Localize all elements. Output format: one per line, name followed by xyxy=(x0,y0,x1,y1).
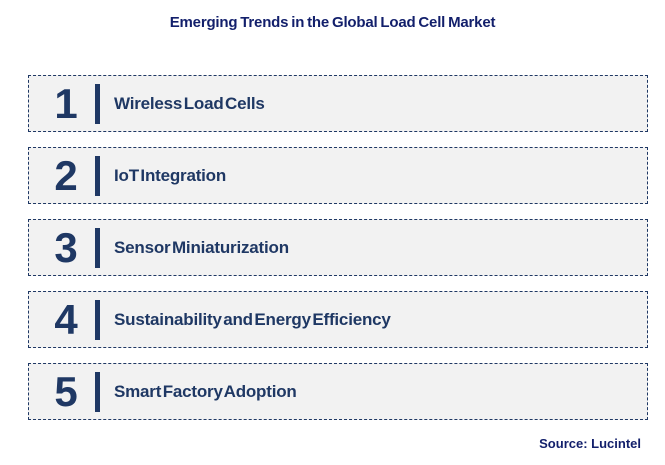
source-attribution: Source: Lucintel xyxy=(539,436,641,451)
vertical-divider xyxy=(95,299,100,340)
trend-row-2: 2 IoT Integration xyxy=(28,147,648,204)
trend-row-4: 4 Sustainability and Energy Efficiency xyxy=(28,291,648,348)
trend-number: 3 xyxy=(54,223,78,271)
vertical-divider xyxy=(95,227,100,268)
trend-label: Smart Factory Adoption xyxy=(114,381,297,401)
trend-label: Sustainability and Energy Efficiency xyxy=(114,309,391,329)
trend-label: IoT Integration xyxy=(114,165,227,185)
trend-number: 2 xyxy=(54,151,78,199)
vertical-divider xyxy=(95,371,100,412)
trend-row-1: 1 Wireless Load Cells xyxy=(28,75,648,132)
trend-row-3: 3 Sensor Miniaturization xyxy=(28,219,648,276)
trend-label: Wireless Load Cells xyxy=(114,93,265,113)
trend-row-5: 5 Smart Factory Adoption xyxy=(28,363,648,420)
vertical-divider xyxy=(95,83,100,124)
trend-number: 4 xyxy=(54,295,78,343)
vertical-divider xyxy=(95,155,100,196)
trend-number: 5 xyxy=(54,367,78,415)
trend-list: 1 Wireless Load Cells 2 IoT Integration … xyxy=(28,75,648,420)
page-title: Emerging Trends in the Global Load Cell … xyxy=(169,14,496,31)
trend-number: 1 xyxy=(54,79,78,127)
trend-label: Sensor Miniaturization xyxy=(114,237,289,257)
